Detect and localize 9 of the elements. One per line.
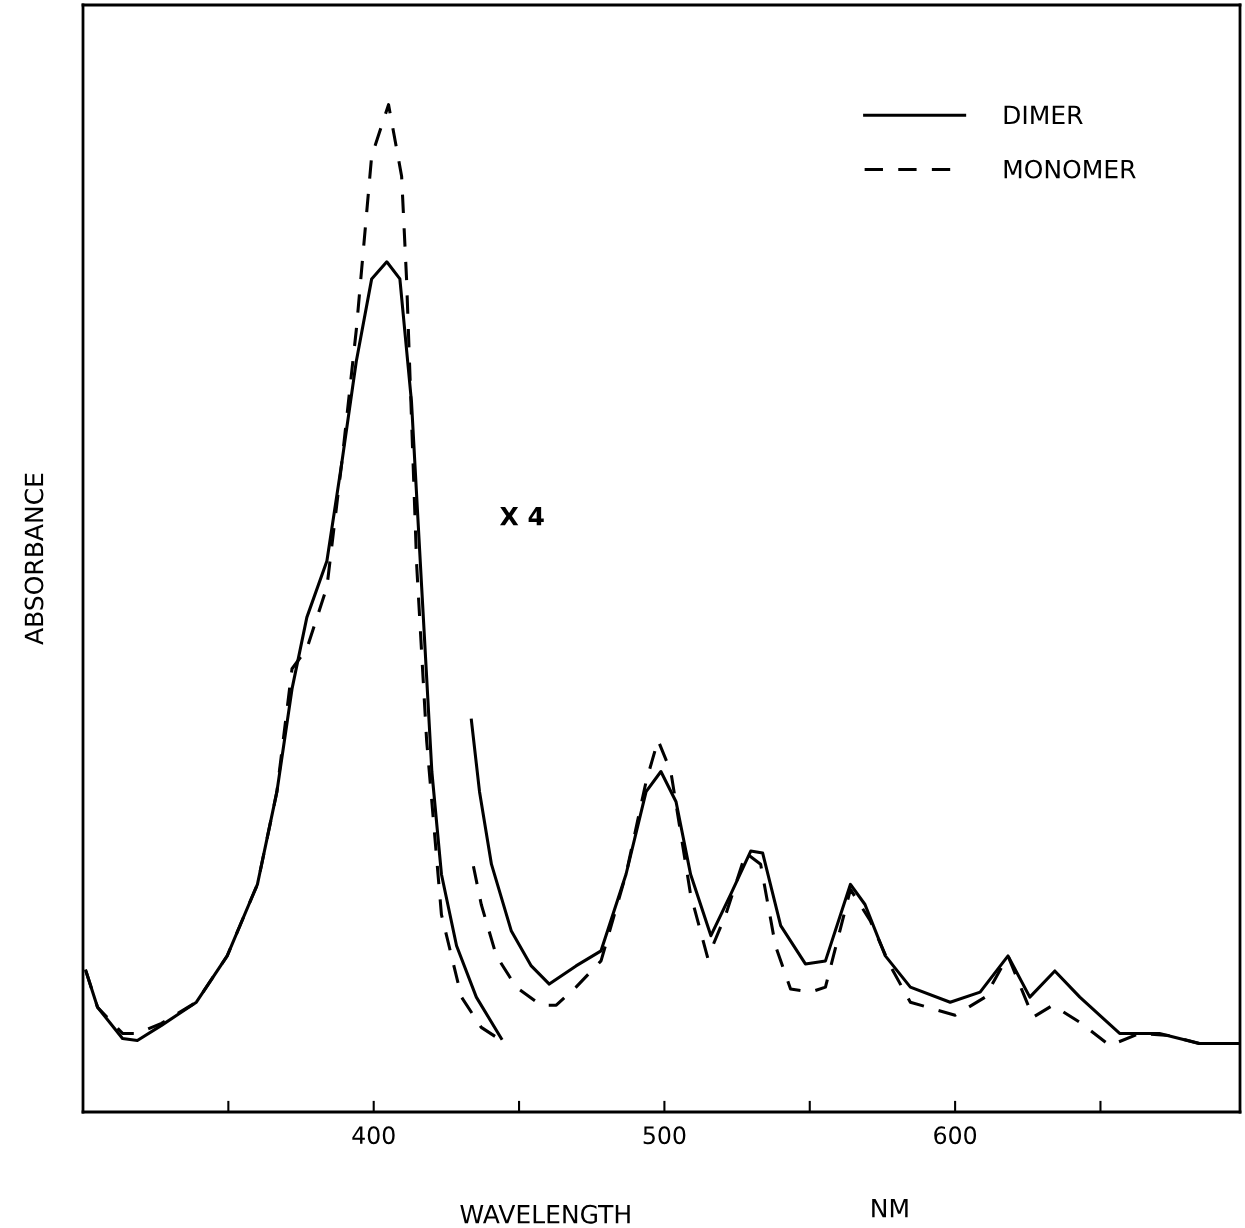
legend-label: DIMER	[1004, 105, 1083, 124]
annotation: X 4	[500, 507, 544, 526]
y-axis-title: ABSORBANCE	[24, 473, 44, 645]
legend-label: MONOMER	[1004, 159, 1136, 179]
x-axis-title: WAVELENGTH	[460, 1204, 630, 1224]
text: NM	[872, 1198, 908, 1218]
x-tick-label: 500	[643, 1126, 686, 1145]
x-tick-label: 600	[934, 1126, 977, 1145]
x-tick-label: 400	[352, 1126, 395, 1145]
